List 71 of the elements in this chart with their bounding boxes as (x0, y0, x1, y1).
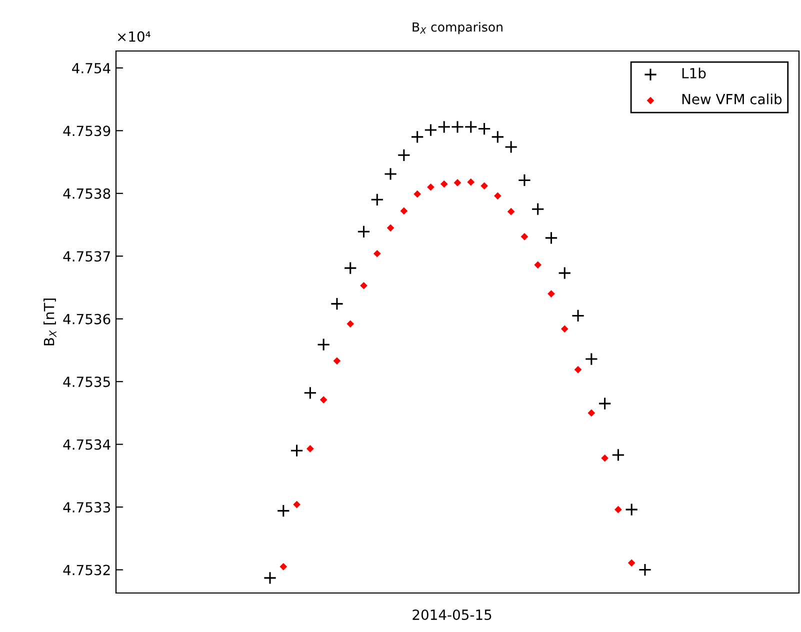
legend-label: L1b (682, 68, 706, 78)
point (480, 182, 488, 190)
legend-label: New VFM calib (682, 94, 782, 104)
point (290, 444, 304, 458)
y-tick-label: 4.7539 (63, 126, 110, 136)
y-tick-label: 4.7532 (63, 564, 110, 576)
point (491, 130, 504, 144)
point (507, 208, 515, 216)
point (440, 180, 448, 188)
point (306, 445, 314, 452)
point (504, 140, 518, 154)
point (427, 183, 434, 191)
point (330, 297, 344, 310)
point (357, 225, 370, 238)
point (360, 282, 368, 290)
point (612, 448, 625, 462)
point (494, 192, 502, 200)
point (320, 396, 328, 404)
point (370, 193, 384, 206)
point (397, 148, 411, 162)
point (373, 250, 381, 258)
point (384, 167, 398, 181)
point (414, 190, 421, 198)
text: 2014-05-15 (412, 610, 492, 620)
point (520, 233, 528, 240)
point (478, 122, 491, 136)
y-axis-title: B$_{X}$ [nT] (44, 298, 56, 346)
point (625, 502, 638, 516)
point (534, 261, 542, 269)
y-tick-label: 4.7535 (63, 376, 110, 388)
point (598, 396, 612, 410)
point (304, 386, 317, 400)
point (518, 174, 532, 187)
text: ×10⁴ (118, 31, 150, 42)
point (628, 559, 636, 567)
y-tick-label: 4.7537 (63, 251, 110, 262)
point (386, 224, 394, 232)
point (467, 178, 475, 186)
point (263, 571, 277, 585)
y-tick-label: 4.7538 (63, 188, 110, 199)
point (410, 130, 424, 144)
point (333, 357, 341, 365)
point (544, 231, 558, 245)
y-tick-label: 4.7536 (63, 314, 110, 324)
point (638, 563, 652, 576)
point (276, 504, 290, 518)
point (571, 309, 585, 322)
point (424, 123, 438, 137)
point (464, 120, 478, 134)
point (560, 325, 568, 333)
point (400, 207, 408, 215)
point (344, 261, 357, 275)
point (531, 202, 544, 216)
point (548, 290, 555, 298)
y-tick-label: 4.754 (72, 63, 110, 74)
point (558, 266, 572, 280)
y-tick-label: 4.7534 (63, 439, 110, 450)
point (574, 366, 582, 374)
point (293, 500, 300, 508)
point (280, 562, 288, 570)
point (614, 506, 622, 514)
point (584, 352, 598, 366)
point (450, 120, 464, 134)
point (317, 338, 330, 352)
chart-title: B$_{X}$ comparison (412, 22, 502, 34)
point (438, 120, 451, 134)
point (454, 179, 462, 186)
point (588, 409, 596, 417)
y-tick-label: 4.7533 (63, 502, 110, 513)
point (346, 320, 354, 328)
point (601, 454, 608, 462)
